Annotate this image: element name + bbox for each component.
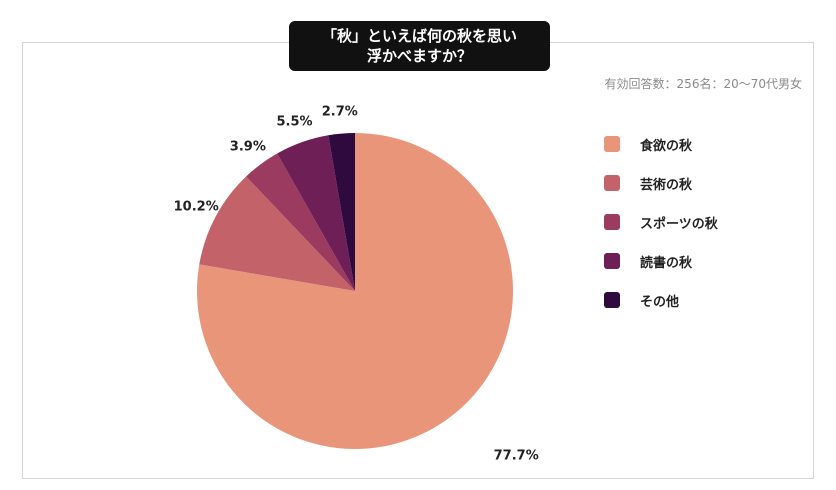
legend: 食欲の秋 芸術の秋 スポーツの秋 読書の秋 その他 (604, 136, 718, 331)
legend-label: スポーツの秋 (640, 216, 718, 232)
pie-slice (328, 133, 355, 291)
legend-label: 食欲の秋 (640, 138, 693, 154)
legend-swatch (604, 136, 620, 152)
slice-percent-label: 77.7% (494, 449, 539, 464)
slice-percent-label: 2.7% (322, 105, 358, 120)
legend-item: 読書の秋 (604, 253, 718, 271)
chart-title: 「秋」といえば何の秋を思い 浮かべますか？ (289, 21, 550, 71)
pie-slice (246, 153, 355, 291)
slice-percent-label: 5.5% (277, 114, 313, 129)
legend-swatch (604, 253, 620, 269)
legend-item: 芸術の秋 (604, 175, 718, 193)
legend-swatch (604, 175, 620, 191)
slice-percent-label: 3.9% (230, 139, 266, 154)
legend-swatch (604, 292, 620, 308)
legend-item: その他 (604, 292, 718, 310)
pie-slice (277, 135, 355, 291)
pie-slice (199, 176, 355, 291)
legend-item: スポーツの秋 (604, 214, 718, 232)
legend-label: 芸術の秋 (640, 177, 693, 193)
legend-item: 食欲の秋 (604, 136, 718, 154)
legend-swatch (604, 214, 620, 230)
chart-title-line-1: 「秋」といえば何の秋を思い (321, 27, 517, 45)
slice-percent-label: 10.2% (174, 199, 219, 214)
chart-title-line-2: 浮かべますか？ (366, 47, 472, 65)
legend-label: 読書の秋 (640, 255, 693, 271)
respondent-note: 有効回答数：256名：20〜70代男女 (604, 77, 802, 91)
legend-label: その他 (640, 294, 680, 310)
